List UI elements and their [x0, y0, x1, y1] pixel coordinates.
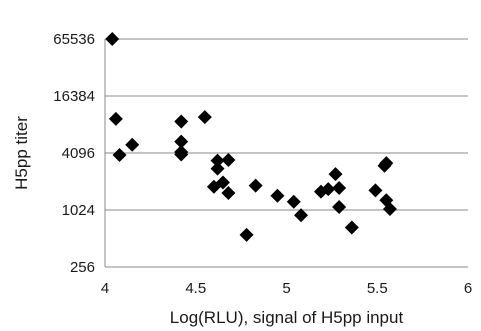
y-tick-label: 4096	[62, 145, 95, 162]
x-tick-label: 5	[282, 280, 290, 297]
x-axis-title: Log(RLU), signal of H5pp input	[170, 308, 404, 327]
data-point	[108, 111, 123, 126]
data-point	[174, 134, 189, 149]
data-point	[221, 185, 236, 200]
data-point	[105, 32, 120, 46]
data-point	[332, 200, 347, 215]
data-points	[105, 32, 397, 242]
data-point	[221, 153, 236, 168]
x-tick-label: 4	[101, 280, 109, 297]
y-tick-label: 16384	[53, 88, 95, 105]
data-point	[215, 175, 230, 190]
data-point	[368, 183, 383, 198]
y-tick-label: 1024	[62, 202, 95, 219]
x-tick-label: 6	[464, 280, 472, 297]
x-tick-label: 4.5	[185, 280, 206, 297]
data-point	[112, 148, 127, 163]
data-point	[174, 114, 189, 129]
data-point	[197, 110, 212, 125]
data-point	[210, 161, 225, 176]
gridlines	[105, 38, 468, 268]
data-point	[294, 208, 309, 223]
y-tick-labels: 256 1024 4096 16384 65536	[53, 31, 95, 276]
data-point	[321, 182, 336, 197]
data-point	[379, 156, 394, 171]
data-point	[328, 167, 343, 182]
data-point	[125, 137, 140, 152]
y-tick-label: 65536	[53, 31, 95, 48]
data-point	[344, 220, 359, 235]
data-point	[382, 201, 397, 216]
data-point	[286, 194, 301, 209]
data-point	[270, 188, 285, 203]
data-point	[174, 147, 189, 162]
data-point	[239, 227, 254, 242]
data-point	[248, 178, 263, 193]
x-tick-label: 5.5	[367, 280, 388, 297]
data-point	[332, 180, 347, 195]
x-tick-labels: 4 4.5 5 5.5 6	[101, 280, 472, 297]
y-tick-label: 256	[70, 259, 95, 276]
data-point	[210, 153, 225, 168]
y-axis-title: H5pp titer	[12, 116, 31, 190]
